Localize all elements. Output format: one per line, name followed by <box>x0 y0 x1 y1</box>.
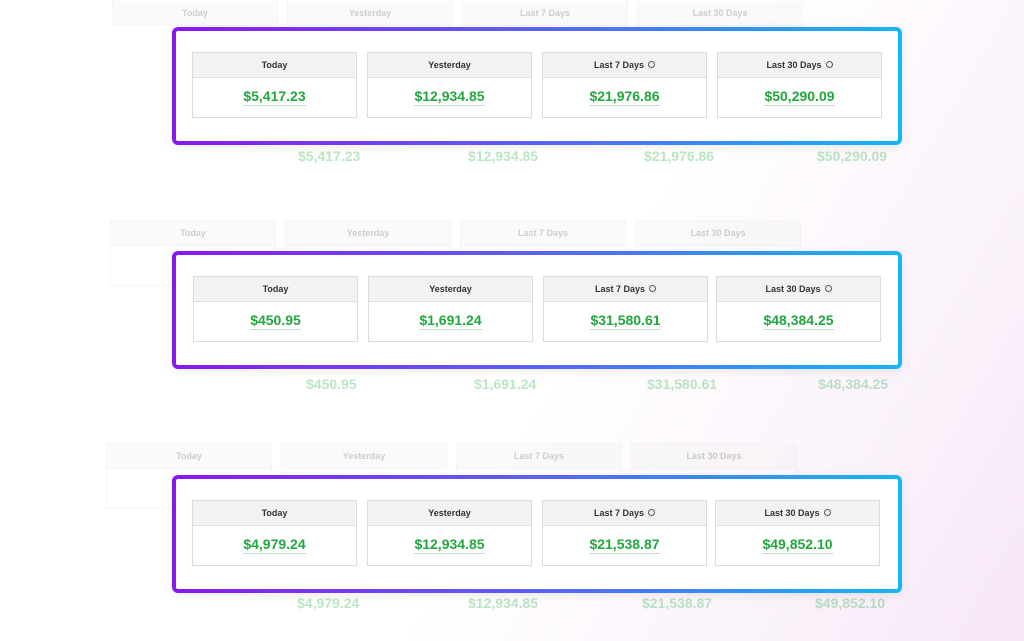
ghost-value: $49,852.10 <box>815 595 886 611</box>
card-value: $21,538.87 <box>543 536 706 554</box>
yesterday-amount[interactable]: $1,691.24 <box>419 312 482 330</box>
stat-card-yesterday: Yesterday $12,934.85 <box>367 500 532 566</box>
card-value: $450.95 <box>194 312 357 330</box>
card-value: $12,934.85 <box>368 536 531 554</box>
card-header: Yesterday <box>368 501 531 526</box>
clock-icon[interactable] <box>649 285 657 293</box>
clock-icon[interactable] <box>823 509 831 517</box>
card-header: Yesterday <box>368 53 531 78</box>
last30-amount[interactable]: $48,384.25 <box>763 312 834 330</box>
card-header: Last 30 Days <box>717 277 880 302</box>
ghost-header: Last 30 Days <box>632 444 796 469</box>
ghost-value: $4,979.24 <box>297 595 360 611</box>
ghost-value: $12,934.85 <box>468 595 539 611</box>
stats-panel-2: Today $450.95 Yesterday $1,691.24 Last 7… <box>172 251 902 369</box>
today-amount[interactable]: $4,979.24 <box>243 536 306 554</box>
ghost-card: Today <box>112 0 278 26</box>
card-label: Today <box>262 284 289 294</box>
card-header: Last 30 Days <box>718 53 881 78</box>
ghost-header: Today <box>107 444 271 469</box>
ghost-value: $1,691.24 <box>474 376 537 392</box>
card-header: Last 7 Days <box>543 501 706 526</box>
card-label: Last 30 Days <box>764 508 820 518</box>
stats-panel-3: Today $4,979.24 Yesterday $12,934.85 Las… <box>172 475 902 593</box>
ghost-card: Last 7 Days <box>462 0 628 26</box>
card-value: $1,691.24 <box>369 312 532 330</box>
clock-icon[interactable] <box>648 509 656 517</box>
card-label: Last 7 Days <box>594 284 646 294</box>
stat-card-yesterday: Yesterday $1,691.24 <box>368 276 533 342</box>
stat-card-today: Today $450.95 <box>193 276 358 342</box>
ghost-value: $48,384.25 <box>818 376 889 392</box>
today-amount[interactable]: $450.95 <box>250 312 301 330</box>
ghost-header: Last 7 Days <box>461 221 625 246</box>
card-label: Last 7 Days <box>593 508 645 518</box>
ghost-header: Yesterday <box>282 444 446 469</box>
last30-amount[interactable]: $49,852.10 <box>762 536 833 554</box>
card-value: $4,979.24 <box>193 536 356 554</box>
clock-icon[interactable] <box>824 285 832 293</box>
card-label: Today <box>261 508 288 518</box>
stats-panel-1: Today $5,417.23 Yesterday $12,934.85 Las… <box>172 27 902 145</box>
last7-amount[interactable]: $31,580.61 <box>590 312 661 330</box>
ghost-header: Last 30 Days <box>636 221 800 246</box>
card-label: Today <box>261 60 288 70</box>
stat-card-last7: Last 7 Days $21,976.86 <box>542 52 707 118</box>
card-label: Last 30 Days <box>765 284 821 294</box>
ghost-value: $450.95 <box>306 376 357 392</box>
card-label: Yesterday <box>429 284 472 294</box>
card-value: $12,934.85 <box>368 88 531 106</box>
ghost-value: $12,934.85 <box>468 148 539 164</box>
clock-icon[interactable] <box>648 61 656 69</box>
card-header: Last 7 Days <box>543 53 706 78</box>
ghost-header: Last 30 Days <box>638 1 802 26</box>
card-label: Last 7 Days <box>593 60 645 70</box>
ghost-header: Today <box>111 221 275 246</box>
clock-icon[interactable] <box>825 61 833 69</box>
card-header: Today <box>194 277 357 302</box>
card-label: Yesterday <box>428 508 471 518</box>
card-value: $50,290.09 <box>718 88 881 106</box>
card-header: Yesterday <box>369 277 532 302</box>
today-amount[interactable]: $5,417.23 <box>243 88 306 106</box>
card-value: $31,580.61 <box>544 312 707 330</box>
stat-card-today: Today $4,979.24 <box>192 500 357 566</box>
card-label: Last 30 Days <box>766 60 822 70</box>
card-value: $5,417.23 <box>193 88 356 106</box>
last7-amount[interactable]: $21,976.86 <box>589 88 660 106</box>
last7-amount[interactable]: $21,538.87 <box>589 536 660 554</box>
ghost-header: Today <box>113 1 277 26</box>
ghost-header: Yesterday <box>288 1 452 26</box>
card-value: $49,852.10 <box>716 536 879 554</box>
card-header: Today <box>193 501 356 526</box>
card-value: $21,976.86 <box>543 88 706 106</box>
ghost-value: $5,417.23 <box>298 148 361 164</box>
yesterday-amount[interactable]: $12,934.85 <box>414 88 485 106</box>
stat-card-last30: Last 30 Days $50,290.09 <box>717 52 882 118</box>
card-header: Last 30 Days <box>716 501 879 526</box>
ghost-header: Yesterday <box>286 221 450 246</box>
stat-card-last7: Last 7 Days $21,538.87 <box>542 500 707 566</box>
ghost-card: Yesterday <box>287 0 453 26</box>
ghost-header: Last 7 Days <box>463 1 627 26</box>
ghost-value: $31,580.61 <box>647 376 718 392</box>
last30-amount[interactable]: $50,290.09 <box>764 88 835 106</box>
stat-card-last7: Last 7 Days $31,580.61 <box>543 276 708 342</box>
ghost-value: $21,976.86 <box>644 148 715 164</box>
card-value: $48,384.25 <box>717 312 880 330</box>
stat-card-last30: Last 30 Days $49,852.10 <box>715 500 880 566</box>
card-label: Yesterday <box>428 60 471 70</box>
ghost-card: Last 30 Days <box>637 0 803 26</box>
stat-card-today: Today $5,417.23 <box>192 52 357 118</box>
ghost-value: $21,538.87 <box>642 595 713 611</box>
ghost-value: $50,290.09 <box>817 148 888 164</box>
stat-card-yesterday: Yesterday $12,934.85 <box>367 52 532 118</box>
card-header: Today <box>193 53 356 78</box>
ghost-header: Last 7 Days <box>457 444 621 469</box>
stat-card-last30: Last 30 Days $48,384.25 <box>716 276 881 342</box>
yesterday-amount[interactable]: $12,934.85 <box>414 536 485 554</box>
card-header: Last 7 Days <box>544 277 707 302</box>
